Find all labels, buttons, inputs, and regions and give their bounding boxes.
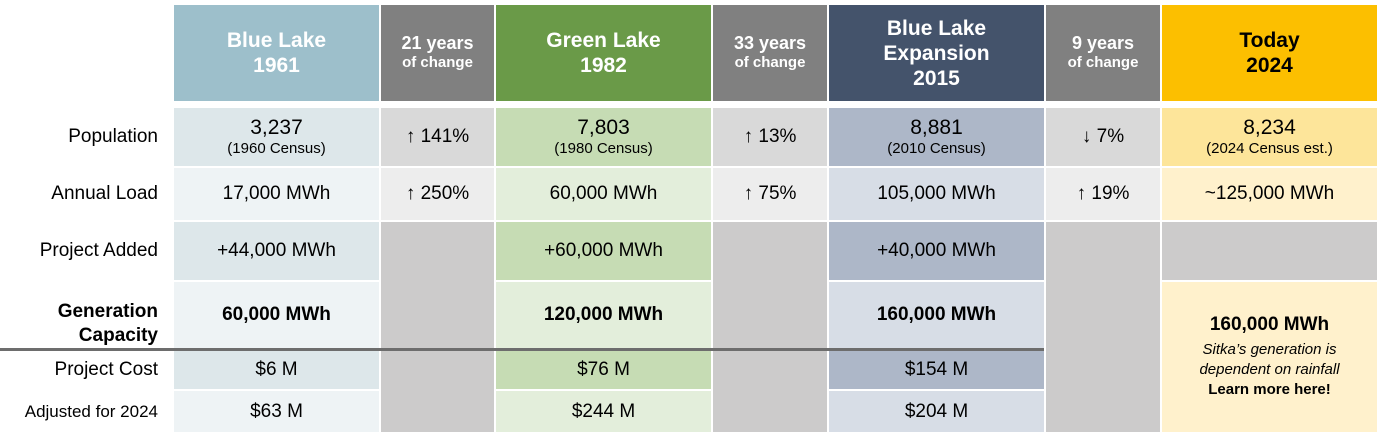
population-blue-lake-value: 3,237 xyxy=(250,116,303,139)
header-change-21: 21 years of change xyxy=(381,5,494,101)
header-change-21-label: of change xyxy=(402,54,473,71)
header-today-year: 2024 xyxy=(1246,54,1293,77)
header-green-lake: Green Lake 1982 xyxy=(496,5,711,101)
learn-more-link[interactable]: Learn more here! xyxy=(1208,381,1331,398)
row-label-generation-capacity: Generation Capacity xyxy=(0,282,174,348)
change-column-3-filler xyxy=(1046,222,1160,432)
header-change-9-years: 9 years xyxy=(1071,33,1135,53)
population-change-3: ↓ 7% xyxy=(1046,108,1160,166)
project-cost-blue-lake: $6 M xyxy=(174,351,379,389)
section-divider xyxy=(0,348,1044,351)
population-green-lake-source: (1980 Census) xyxy=(554,140,653,157)
row-label-project-added: Project Added xyxy=(39,240,158,261)
header-blue-lake: Blue Lake 1961 xyxy=(174,5,379,101)
population-change-1: ↑ 141% xyxy=(381,108,494,166)
annual-load-expansion: 105,000 MWh xyxy=(829,168,1044,220)
header-expansion-line1: Blue Lake xyxy=(886,16,987,40)
adjusted-blue-lake: $63 M xyxy=(174,391,379,432)
header-today-label: Today xyxy=(1239,29,1300,52)
row-label-generation: Generation xyxy=(57,301,158,322)
today-note-line1: Sitka’s generation is xyxy=(1202,341,1337,358)
row-label-population: Population xyxy=(68,126,158,147)
population-expansion-source: (2010 Census) xyxy=(887,140,986,157)
population-green-lake-value: 7,803 xyxy=(577,116,630,139)
population-blue-lake: 3,237 (1960 Census) xyxy=(174,108,379,166)
row-label-project-cost: Project Cost xyxy=(54,359,158,380)
project-added-blue-lake: +44,000 MWh xyxy=(174,222,379,280)
today-generation-note: 160,000 MWh Sitka’s generation is depend… xyxy=(1162,282,1377,432)
change-column-1-filler xyxy=(381,222,494,432)
population-expansion-value: 8,881 xyxy=(910,116,963,139)
header-change-33-years: 33 years xyxy=(733,33,807,53)
header-blue-lake-name: Blue Lake xyxy=(226,29,327,52)
header-expansion: Blue Lake Expansion 2015 xyxy=(829,5,1044,101)
generation-capacity-green-lake: 120,000 MWh xyxy=(496,282,711,348)
annual-load-change-2: ↑ 75% xyxy=(713,168,827,220)
today-note-line2: dependent on rainfall xyxy=(1199,361,1340,378)
header-blue-lake-year: 1961 xyxy=(253,54,300,77)
today-generation-value: 160,000 MWh xyxy=(1209,314,1330,335)
project-added-expansion: +40,000 MWh xyxy=(829,222,1044,280)
row-label-annual-load: Annual Load xyxy=(51,183,158,204)
project-added-green-lake: +60,000 MWh xyxy=(496,222,711,280)
header-green-lake-name: Green Lake xyxy=(546,29,661,52)
adjusted-expansion: $204 M xyxy=(829,391,1044,432)
annual-load-change-1: ↑ 250% xyxy=(381,168,494,220)
header-change-33-label: of change xyxy=(734,54,806,71)
annual-load-today: ~125,000 MWh xyxy=(1162,168,1377,220)
change-column-2-filler xyxy=(713,222,827,432)
generation-capacity-expansion: 160,000 MWh xyxy=(829,282,1044,348)
population-today: 8,234 (2024 Census est.) xyxy=(1162,108,1377,166)
population-change-2: ↑ 13% xyxy=(713,108,827,166)
header-change-33: 33 years of change xyxy=(713,5,827,101)
header-change-9: 9 years of change xyxy=(1046,5,1160,101)
header-expansion-line2: Expansion xyxy=(883,41,990,65)
header-expansion-year: 2015 xyxy=(913,66,960,90)
annual-load-green-lake: 60,000 MWh xyxy=(496,168,711,220)
population-blue-lake-source: (1960 Census) xyxy=(227,140,326,157)
annual-load-blue-lake: 17,000 MWh xyxy=(174,168,379,220)
population-today-value: 8,234 xyxy=(1243,116,1296,139)
header-green-lake-year: 1982 xyxy=(580,54,627,77)
population-expansion: 8,881 (2010 Census) xyxy=(829,108,1044,166)
header-today: Today 2024 xyxy=(1162,5,1377,101)
project-cost-green-lake: $76 M xyxy=(496,351,711,389)
adjusted-green-lake: $244 M xyxy=(496,391,711,432)
row-label-adjusted: Adjusted for 2024 xyxy=(24,401,158,421)
row-label-capacity: Capacity xyxy=(78,325,158,346)
project-cost-expansion: $154 M xyxy=(829,351,1044,389)
header-change-21-years: 21 years xyxy=(401,33,474,53)
project-added-today-blank xyxy=(1162,222,1377,280)
generation-capacity-blue-lake: 60,000 MWh xyxy=(174,282,379,348)
population-today-source: (2024 Census est.) xyxy=(1206,140,1333,157)
header-change-9-label: of change xyxy=(1067,54,1139,71)
annual-load-change-3: ↑ 19% xyxy=(1046,168,1160,220)
population-green-lake: 7,803 (1980 Census) xyxy=(496,108,711,166)
